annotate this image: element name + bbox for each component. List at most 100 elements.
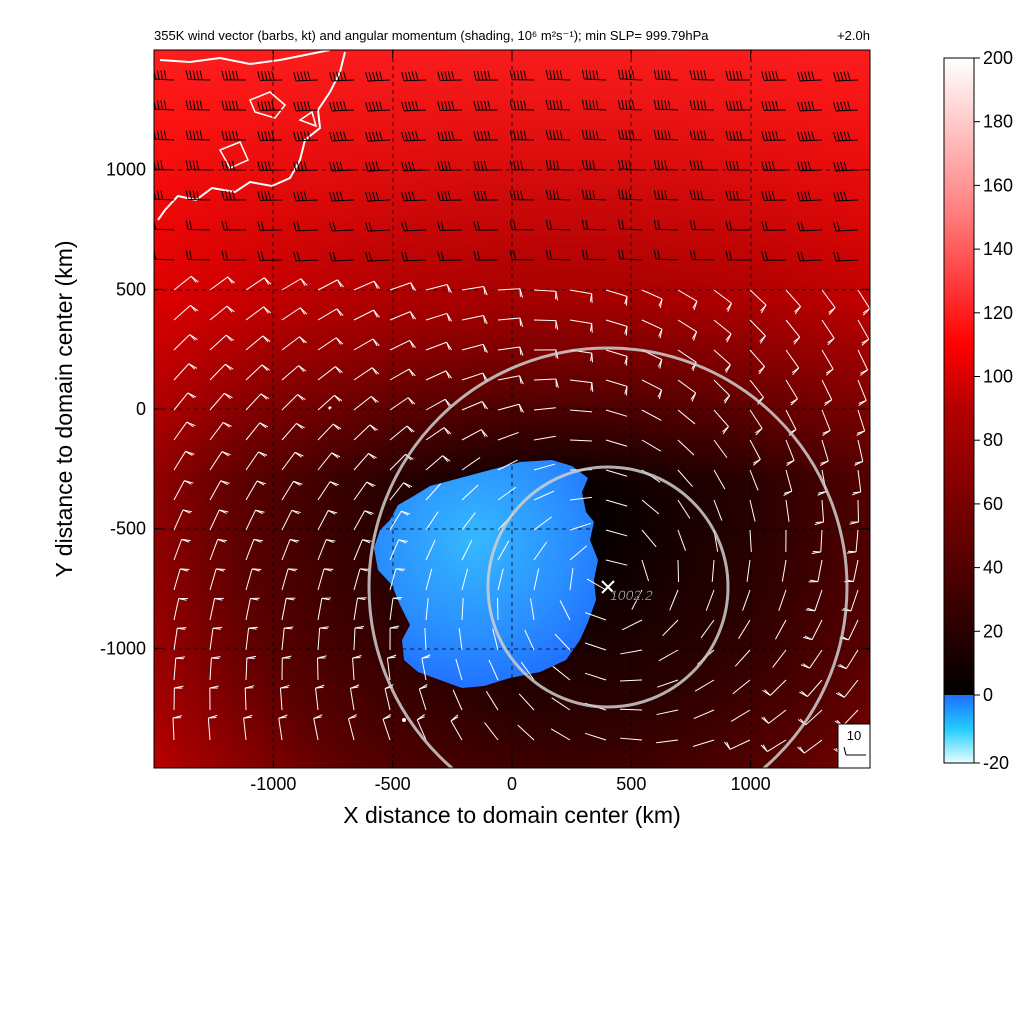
wind-barb: [484, 722, 499, 741]
wind-barb: [353, 568, 370, 591]
wind-barb: [833, 251, 859, 262]
wind-barb: [329, 191, 355, 202]
wind-barb: [209, 305, 235, 321]
wind-barb: [365, 221, 391, 232]
wind-barb: [293, 191, 319, 202]
wind-barb: [173, 685, 184, 711]
wind-barb: [353, 309, 380, 321]
y-tick-label: 500: [116, 279, 146, 299]
wind-barb: [730, 709, 751, 722]
wind-barb: [401, 131, 427, 142]
colorbar-tick-label: 120: [983, 303, 1013, 323]
wind-barb: [554, 633, 571, 651]
wind-barb: [586, 578, 607, 591]
wind-barb: [221, 220, 247, 231]
wind-barb: [738, 619, 751, 640]
wind-barb: [581, 159, 607, 171]
wind-barb: [552, 665, 571, 681]
wind-barb: [173, 656, 185, 681]
range-ring-1000km: [367, 346, 849, 768]
wind-barb: [761, 71, 787, 81]
wind-barb: [281, 480, 303, 501]
wind-barb: [797, 191, 823, 202]
wind-barb: [783, 469, 793, 496]
wind-barb: [209, 538, 227, 561]
wind-barb: [749, 439, 761, 466]
wind-barb: [437, 131, 463, 142]
wind-barb: [677, 319, 698, 341]
wind-barb: [172, 715, 183, 741]
wind-barb: [725, 100, 751, 111]
wind-barb: [437, 251, 463, 262]
wind-barb: [389, 568, 406, 591]
wind-barb: [245, 451, 268, 471]
wind-barb: [209, 509, 229, 531]
wind-barb: [622, 619, 643, 631]
wind-barb: [257, 131, 283, 141]
wind-barb: [353, 338, 380, 351]
wind-barb: [833, 191, 859, 202]
wind-barb: [365, 71, 391, 82]
wind-barb: [425, 598, 429, 621]
colorbar-tick-label: 140: [983, 239, 1013, 259]
wind-barb: [317, 568, 334, 591]
x-tick-label: 500: [616, 774, 646, 794]
wind-barb: [605, 349, 628, 366]
wind-barb: [821, 379, 833, 406]
wind-barb: [689, 100, 715, 111]
wind-barb: [425, 398, 452, 411]
wind-barb: [693, 709, 715, 720]
wind-barb: [173, 275, 199, 291]
wind-barb: [257, 221, 283, 231]
wind-barb: [631, 589, 643, 610]
wind-barb: [281, 336, 307, 351]
wind-barb: [317, 481, 339, 501]
wind-barb: [353, 367, 380, 381]
wind-barb: [209, 363, 234, 381]
wind-barb: [244, 685, 255, 711]
wind-barb: [245, 480, 267, 501]
wind-barb: [713, 319, 732, 343]
wind-barb: [245, 277, 272, 291]
wind-barb: [317, 279, 344, 291]
wind-barb: [713, 349, 731, 373]
wind-barb: [173, 568, 190, 591]
wind-barb: [713, 469, 726, 490]
wind-barb: [749, 469, 759, 491]
wind-barb: [846, 529, 859, 554]
wind-barb: [329, 251, 355, 262]
wind-barb: [677, 559, 680, 583]
wind-barb: [656, 739, 679, 744]
colorbar-tick-label: 20: [983, 621, 1003, 641]
wind-barb: [461, 484, 479, 501]
wind-barb: [761, 191, 787, 201]
colorbar-tick-label: 200: [983, 48, 1013, 68]
wind-barb: [711, 559, 715, 582]
wind-barb: [209, 421, 232, 441]
wind-barb: [386, 654, 397, 681]
wind-barb: [533, 568, 540, 591]
wind-barb: [724, 739, 751, 750]
wind-barb: [257, 251, 283, 261]
wind-barb: [173, 480, 194, 501]
wind-barb: [437, 221, 463, 232]
map-plot-area: 1002.2 10: [154, 50, 870, 768]
wind-barb: [317, 366, 343, 381]
wind-barb: [209, 568, 226, 591]
wind-barb: [473, 190, 499, 201]
wind-barb: [317, 452, 341, 471]
wind-barb: [185, 70, 211, 81]
wind-barb: [281, 539, 300, 561]
wind-barb: [389, 282, 417, 291]
colorbar-tick-label: -20: [983, 753, 1009, 773]
wind-barb: [653, 159, 679, 171]
reference-barb: 10: [837, 723, 870, 768]
wind-barb: [524, 629, 535, 651]
wind-barb: [677, 409, 696, 425]
wind-barb: [185, 250, 211, 261]
wind-barb: [605, 439, 628, 447]
wind-barb: [742, 589, 751, 611]
wind-barb: [799, 679, 823, 697]
wind-barb: [497, 317, 524, 327]
wind-barb: [545, 190, 571, 201]
